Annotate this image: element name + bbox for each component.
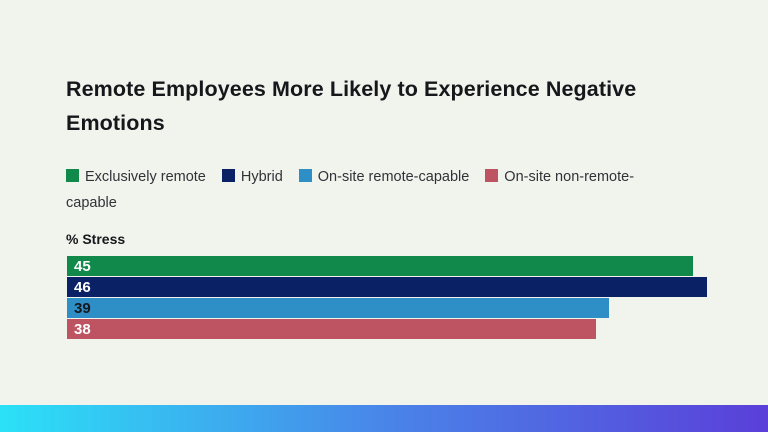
bar: 38: [67, 319, 596, 339]
legend-item: On-site remote-capable: [298, 169, 470, 185]
bar-value-label: 46: [74, 278, 91, 296]
bar: 46: [67, 277, 707, 297]
legend-swatch-icon: [66, 169, 79, 182]
footer-gradient-bar: [0, 405, 768, 432]
bar: 45: [67, 256, 693, 276]
legend-swatch-icon: [298, 169, 312, 182]
legend-label: On-site remote-capable: [317, 169, 470, 185]
legend-swatch-icon: [221, 169, 235, 182]
legend-item: Hybrid: [221, 169, 283, 185]
legend-label: Hybrid: [240, 169, 283, 185]
chart-legend: Exclusively remote Hybrid On-site remote-c…: [66, 164, 678, 216]
legend-swatch-icon: [485, 169, 499, 182]
legend-item: Exclusively remote: [66, 169, 206, 185]
bar-value-label: 38: [74, 320, 91, 338]
bar-value-label: 45: [74, 257, 91, 275]
bar-value-label: 39: [74, 299, 91, 317]
chart-title: Remote Employees More Likely to Experien…: [66, 77, 637, 135]
legend-label: On-site non-remote-capable: [66, 169, 635, 211]
axis-label: % Stress: [66, 231, 126, 247]
legend-item: On-site non-remote-capable: [66, 169, 634, 211]
bars: 45 46 39 38: [67, 256, 768, 340]
bar: 39: [67, 298, 610, 318]
legend-label: Exclusively remote: [85, 169, 206, 185]
